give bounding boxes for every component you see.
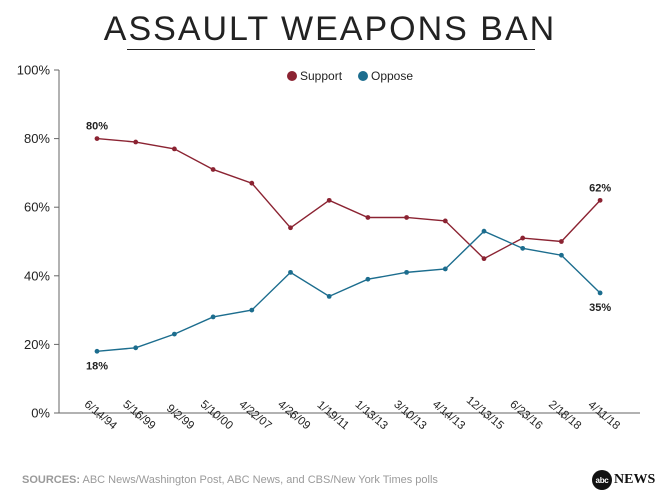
legend-support-label: Support [300,69,343,83]
legend-oppose-label: Oppose [371,69,413,83]
x-tick-label: 6/14/94 [82,398,120,432]
y-tick-label: 0% [31,406,50,421]
support-data-point [365,215,371,220]
oppose-data-point [288,269,293,275]
support-data-point [481,256,487,262]
y-tick-label: 60% [24,200,50,215]
x-tick-label: 1/19/11 [315,399,351,432]
support-data-point [210,167,216,172]
oppose-data-point [365,276,371,282]
oppose-data-point [597,290,603,296]
legend-support-marker [287,71,297,81]
x-tick-label: 5/16/99 [120,398,157,432]
x-tick-label: 4/26/09 [275,398,312,432]
sources-text: ABC News/Washington Post, ABC News, and … [80,474,438,486]
x-tick-label: 5/10/00 [198,398,235,432]
support-data-point [172,146,177,152]
support-data-label: 62% [589,182,611,194]
x-tick-label: 4/22/07 [236,398,273,432]
x-tick-label: 3/10/13 [391,398,428,432]
oppose-data-point [210,314,216,320]
support-data-point [288,225,293,231]
oppose-series-line [96,230,601,352]
x-tick-label: 1/13/13 [353,398,390,432]
y-tick-label: 100% [17,63,51,78]
oppose-data-point [326,293,332,299]
oppose-data-point [133,345,139,351]
oppose-data-point [442,266,448,272]
oppose-data-label: 18% [86,360,108,372]
support-series-line [96,137,601,260]
abc-news-logo: abc NEWS [592,470,655,490]
chart-title: ASSAULT WEAPONS BAN [103,10,557,48]
support-data-point [404,215,409,220]
oppose-data-point [94,348,100,354]
x-tick-label: 4/11/18 [585,399,621,432]
support-data-point [442,218,448,224]
support-data-label: 80% [86,121,108,133]
y-tick-label: 80% [24,131,50,146]
y-tick-label: 20% [24,337,50,352]
abc-logo-circle: abc [592,470,612,490]
support-data-point [94,136,100,142]
oppose-data-point [404,269,409,275]
support-data-point [559,239,564,244]
news-wordmark: NEWS [614,472,656,487]
oppose-data-point [559,252,564,258]
x-tick-label: 9/2/99 [164,403,196,433]
sources-label: SOURCES: [22,474,81,486]
oppose-data-point [520,245,526,251]
x-tick-label: 4/14/13 [430,398,467,432]
support-data-point [520,235,526,241]
x-tick-label: 6/23/16 [507,398,544,432]
legend-oppose-marker [358,71,368,81]
y-tick-label: 40% [24,268,50,283]
x-tick-label: 2/18/18 [546,398,583,432]
support-data-point [133,139,139,145]
oppose-data-point [172,331,177,337]
sources-note: SOURCES: ABC News/Washington Post, ABC N… [22,474,438,486]
support-data-point [249,180,255,186]
oppose-data-label: 35% [589,302,611,314]
support-data-point [597,197,603,203]
title-underline [127,49,535,50]
oppose-data-point [481,228,487,234]
oppose-data-point [249,307,255,313]
support-data-point [326,197,332,203]
